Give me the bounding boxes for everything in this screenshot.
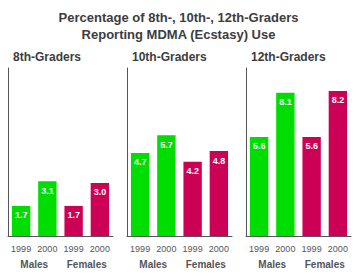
svg-text:8th-Graders: 8th-Graders <box>13 50 81 64</box>
svg-text:3.0: 3.0 <box>94 187 107 197</box>
svg-text:1999: 1999 <box>11 244 31 254</box>
svg-text:Males: Males <box>20 259 48 270</box>
svg-text:1.7: 1.7 <box>67 210 80 220</box>
svg-text:4.7: 4.7 <box>134 157 147 167</box>
svg-text:2000: 2000 <box>275 244 295 254</box>
svg-text:3.1: 3.1 <box>41 186 54 196</box>
svg-text:5.6: 5.6 <box>305 141 318 151</box>
svg-text:Males: Males <box>139 259 167 270</box>
svg-text:2000: 2000 <box>156 244 176 254</box>
svg-text:1999: 1999 <box>302 244 322 254</box>
svg-text:12th-Graders: 12th-Graders <box>251 50 326 64</box>
svg-text:Females: Females <box>305 259 345 270</box>
svg-text:4.2: 4.2 <box>186 166 199 176</box>
svg-text:5.7: 5.7 <box>160 140 173 150</box>
svg-text:8.1: 8.1 <box>279 97 292 107</box>
svg-text:Percentage of 8th-, 10th-, 12t: Percentage of 8th-, 10th-, 12th-Graders <box>59 10 299 25</box>
svg-text:1999: 1999 <box>130 244 150 254</box>
svg-text:2000: 2000 <box>90 244 110 254</box>
svg-text:10th-Graders: 10th-Graders <box>132 50 207 64</box>
svg-text:2000: 2000 <box>209 244 229 254</box>
svg-text:Reporting MDMA (Ecstasy) Use: Reporting MDMA (Ecstasy) Use <box>82 27 276 42</box>
svg-text:2000: 2000 <box>37 244 57 254</box>
svg-text:8.2: 8.2 <box>332 95 345 105</box>
svg-text:Males: Males <box>258 259 286 270</box>
svg-text:1.7: 1.7 <box>15 210 28 220</box>
svg-text:5.6: 5.6 <box>253 141 266 151</box>
svg-text:2000: 2000 <box>328 244 348 254</box>
svg-text:Females: Females <box>67 259 107 270</box>
svg-text:Females: Females <box>186 259 226 270</box>
svg-text:1999: 1999 <box>183 244 203 254</box>
svg-text:1999: 1999 <box>249 244 269 254</box>
svg-text:4.8: 4.8 <box>213 156 226 166</box>
svg-text:1999: 1999 <box>64 244 84 254</box>
